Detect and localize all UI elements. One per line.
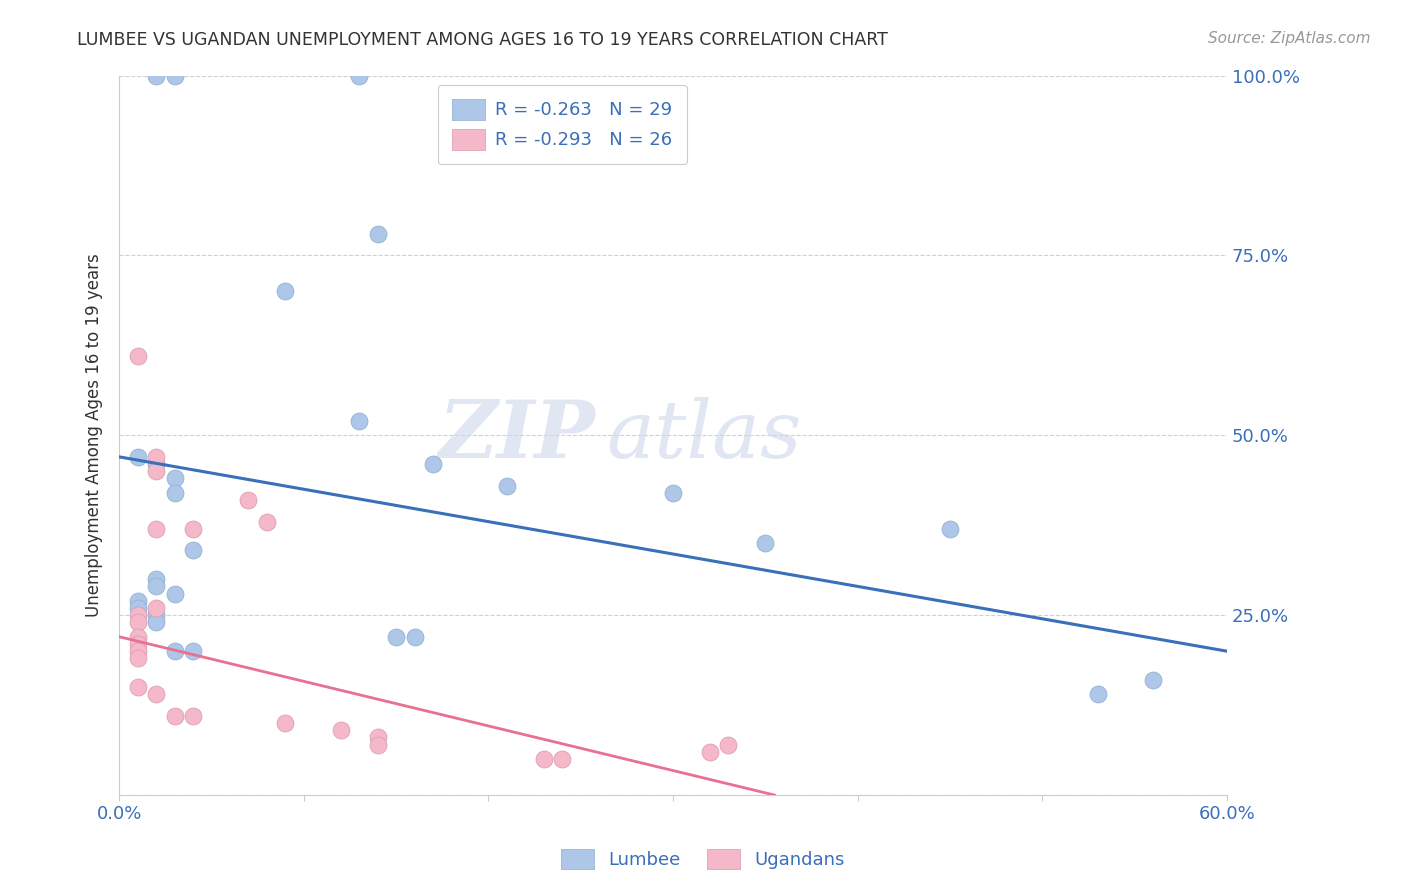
Point xyxy=(127,637,149,651)
Point xyxy=(127,594,149,608)
Point xyxy=(145,522,167,536)
Point xyxy=(127,349,149,363)
Point xyxy=(1142,673,1164,687)
Point xyxy=(939,522,962,536)
Point xyxy=(181,543,204,558)
Point xyxy=(145,687,167,701)
Point xyxy=(699,745,721,759)
Point xyxy=(145,457,167,471)
Point xyxy=(145,450,167,464)
Point xyxy=(127,601,149,615)
Point xyxy=(127,450,149,464)
Point xyxy=(145,601,167,615)
Point xyxy=(238,493,260,508)
Point xyxy=(127,644,149,658)
Text: ZIP: ZIP xyxy=(439,397,596,474)
Point xyxy=(367,731,389,745)
Point xyxy=(662,486,685,500)
Point xyxy=(404,630,426,644)
Point xyxy=(256,515,278,529)
Point xyxy=(533,752,555,766)
Point xyxy=(347,414,370,428)
Point xyxy=(163,471,186,485)
Point xyxy=(754,536,776,550)
Point xyxy=(367,227,389,241)
Point xyxy=(127,680,149,694)
Point xyxy=(496,478,519,492)
Point xyxy=(163,486,186,500)
Point xyxy=(422,457,444,471)
Point xyxy=(145,615,167,630)
Point xyxy=(385,630,408,644)
Point xyxy=(551,752,574,766)
Y-axis label: Unemployment Among Ages 16 to 19 years: Unemployment Among Ages 16 to 19 years xyxy=(86,253,103,617)
Point xyxy=(163,644,186,658)
Point xyxy=(1087,687,1109,701)
Point xyxy=(127,615,149,630)
Point xyxy=(145,572,167,586)
Point xyxy=(145,69,167,83)
Point xyxy=(717,738,740,752)
Text: Source: ZipAtlas.com: Source: ZipAtlas.com xyxy=(1208,31,1371,46)
Text: atlas: atlas xyxy=(606,397,801,474)
Point xyxy=(145,608,167,623)
Point xyxy=(145,464,167,478)
Point xyxy=(329,723,352,738)
Legend: Lumbee, Ugandans: Lumbee, Ugandans xyxy=(553,839,853,879)
Point xyxy=(181,644,204,658)
Point xyxy=(127,651,149,665)
Point xyxy=(163,709,186,723)
Point xyxy=(274,716,297,731)
Point xyxy=(367,738,389,752)
Point xyxy=(127,630,149,644)
Point xyxy=(181,709,204,723)
Text: LUMBEE VS UGANDAN UNEMPLOYMENT AMONG AGES 16 TO 19 YEARS CORRELATION CHART: LUMBEE VS UGANDAN UNEMPLOYMENT AMONG AGE… xyxy=(77,31,889,49)
Point xyxy=(274,285,297,299)
Point xyxy=(163,69,186,83)
Point xyxy=(145,579,167,593)
Point xyxy=(181,522,204,536)
Point xyxy=(347,69,370,83)
Legend: R = -0.263   N = 29, R = -0.293   N = 26: R = -0.263 N = 29, R = -0.293 N = 26 xyxy=(437,85,688,164)
Point xyxy=(163,586,186,600)
Point xyxy=(127,608,149,623)
